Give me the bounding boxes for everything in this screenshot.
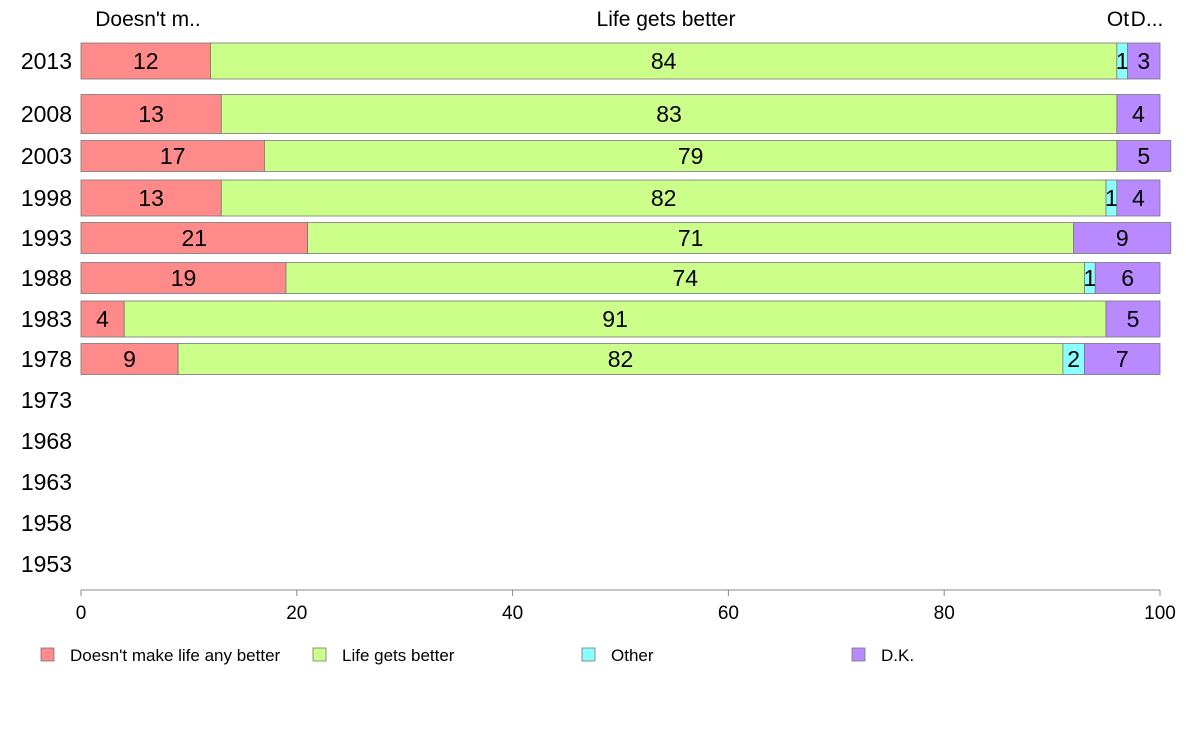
bar-segment <box>1073 222 1172 254</box>
legend-label: Other <box>611 646 654 665</box>
data-label: 13 <box>138 185 164 211</box>
year-label: 1993 <box>21 225 72 251</box>
legend-label: D.K. <box>881 646 914 665</box>
x-tick-label: 60 <box>718 603 739 624</box>
bar-segment <box>1116 94 1161 134</box>
data-label: 9 <box>123 346 136 372</box>
year-label: 1998 <box>21 185 72 211</box>
data-label: 5 <box>1127 306 1140 332</box>
year-label: 1988 <box>21 265 72 291</box>
data-label: 2 <box>1067 346 1080 372</box>
bar-segment <box>80 42 211 80</box>
top-category-labels: Doesn't m.. Life gets better Ot D... <box>95 8 1163 31</box>
top-category-label: Ot <box>1107 8 1129 31</box>
legend-label: Life gets better <box>342 646 455 665</box>
bar-segment <box>1084 343 1161 375</box>
data-label: 84 <box>651 48 677 74</box>
data-label: 83 <box>656 101 682 127</box>
data-label: 74 <box>672 265 698 291</box>
year-label: 2003 <box>21 143 72 169</box>
bar-segment <box>1105 300 1161 338</box>
year-label: 2013 <box>21 48 72 74</box>
legend-label: Doesn't make life any better <box>70 646 281 665</box>
bar-segment <box>264 140 1118 172</box>
year-label: 1983 <box>21 306 72 332</box>
year-label: 2008 <box>21 101 72 127</box>
top-category-label: Doesn't m.. <box>95 8 201 31</box>
bar-segment <box>123 300 1107 338</box>
data-label: 7 <box>1116 346 1129 372</box>
legend-swatch <box>851 647 866 662</box>
bar-segment <box>80 222 308 254</box>
legend-item: Life gets better <box>312 646 455 665</box>
year-label: 1958 <box>21 510 72 536</box>
bar-segment <box>210 42 1118 80</box>
data-label: 5 <box>1137 143 1150 169</box>
data-label: 17 <box>160 143 186 169</box>
legend-swatch <box>581 647 596 662</box>
legend: Doesn't make life any better Life gets be… <box>40 646 914 665</box>
data-label: 21 <box>181 225 207 251</box>
x-tick-label: 0 <box>76 603 87 624</box>
bar-segment <box>80 300 125 338</box>
year-label: 1963 <box>21 469 72 495</box>
data-label: 91 <box>602 306 628 332</box>
data-label: 19 <box>171 265 197 291</box>
year-label: 1973 <box>21 387 72 413</box>
data-label: 9 <box>1116 225 1129 251</box>
data-label: 13 <box>138 101 164 127</box>
bar-segment <box>1127 42 1161 80</box>
data-label: 4 <box>1132 185 1145 211</box>
legend-item: Doesn't make life any better <box>40 646 281 665</box>
bar-segment <box>285 262 1085 294</box>
legend-item: Other <box>581 646 654 665</box>
bar-segment <box>220 94 1118 134</box>
data-label: 4 <box>1132 101 1145 127</box>
year-label: 1953 <box>21 551 72 577</box>
x-tick-label: 40 <box>502 603 523 624</box>
x-tick-label: 20 <box>286 603 307 624</box>
data-label: 3 <box>1137 48 1150 74</box>
year-labels: 2013 2008 2003 1998 1993 1988 1983 1978 1973 1968… <box>21 48 72 577</box>
legend-swatch <box>312 647 327 662</box>
bar-segment <box>177 343 1064 375</box>
legend-swatch <box>40 647 55 662</box>
data-label: 79 <box>678 143 704 169</box>
bar-segment <box>1116 140 1172 172</box>
data-label: 1 <box>1083 265 1096 291</box>
x-tick-label: 100 <box>1144 603 1176 624</box>
data-label: 82 <box>608 346 634 372</box>
top-category-label: Life gets better <box>597 8 736 31</box>
bar-segment <box>1116 179 1161 217</box>
year-label: 1968 <box>21 428 72 454</box>
data-label: 1 <box>1116 48 1129 74</box>
bars: 12 84 1 313 83 417 79 513 82 1 421 71 919 74 1 64 91 59 82… <box>80 42 1172 375</box>
data-label: 82 <box>651 185 677 211</box>
bar-segment <box>80 262 287 294</box>
data-label: 12 <box>133 48 159 74</box>
data-label: 4 <box>96 306 109 332</box>
bar-segment <box>80 140 265 172</box>
data-label: 1 <box>1105 185 1118 211</box>
bar-segment <box>307 222 1075 254</box>
year-label: 1978 <box>21 346 72 372</box>
top-category-label: D... <box>1131 8 1164 31</box>
bar-segment <box>80 179 222 217</box>
x-tick-label: 80 <box>934 603 955 624</box>
x-axis: 0 20 40 60 80 100 <box>76 589 1176 624</box>
bar-segment <box>1094 262 1161 294</box>
data-label: 6 <box>1121 265 1134 291</box>
data-label: 71 <box>678 225 704 251</box>
bar-segment <box>80 343 179 375</box>
legend-item: D.K. <box>851 646 914 665</box>
bar-segment <box>220 179 1107 217</box>
